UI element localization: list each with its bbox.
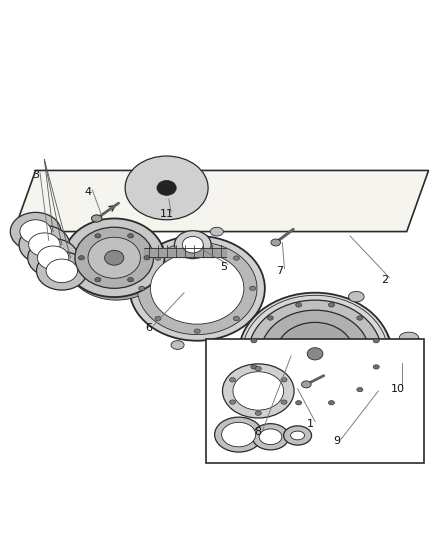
Ellipse shape	[255, 411, 261, 415]
Ellipse shape	[276, 322, 354, 385]
Text: 3: 3	[32, 170, 39, 180]
Ellipse shape	[223, 364, 294, 418]
Ellipse shape	[182, 236, 203, 253]
Ellipse shape	[127, 233, 134, 238]
Ellipse shape	[233, 317, 240, 321]
Ellipse shape	[284, 426, 311, 445]
Ellipse shape	[194, 244, 200, 248]
Ellipse shape	[307, 348, 323, 360]
Ellipse shape	[301, 381, 311, 388]
Ellipse shape	[11, 212, 61, 251]
Ellipse shape	[271, 239, 281, 246]
Ellipse shape	[19, 225, 70, 264]
Text: 1: 1	[307, 419, 314, 429]
Ellipse shape	[248, 300, 382, 408]
Ellipse shape	[250, 286, 256, 290]
Ellipse shape	[20, 220, 51, 244]
Ellipse shape	[127, 278, 134, 282]
Ellipse shape	[230, 377, 236, 382]
Ellipse shape	[349, 292, 364, 302]
Ellipse shape	[281, 400, 287, 404]
Ellipse shape	[357, 316, 363, 320]
Ellipse shape	[373, 338, 379, 343]
Ellipse shape	[174, 231, 211, 259]
Text: 8: 8	[255, 427, 262, 438]
Ellipse shape	[399, 332, 419, 343]
Ellipse shape	[255, 367, 261, 371]
Ellipse shape	[403, 343, 415, 369]
Ellipse shape	[92, 215, 102, 222]
Ellipse shape	[130, 236, 265, 341]
Ellipse shape	[298, 341, 332, 367]
Ellipse shape	[155, 256, 161, 260]
Ellipse shape	[155, 317, 161, 321]
Ellipse shape	[267, 387, 273, 392]
Ellipse shape	[215, 417, 263, 452]
Ellipse shape	[95, 278, 101, 282]
Ellipse shape	[150, 253, 244, 324]
Ellipse shape	[75, 227, 153, 288]
Bar	[206, 338, 424, 463]
Ellipse shape	[281, 377, 287, 382]
Ellipse shape	[144, 256, 150, 260]
Ellipse shape	[399, 369, 419, 380]
Text: 4: 4	[85, 187, 92, 197]
Ellipse shape	[296, 303, 302, 307]
Ellipse shape	[157, 181, 176, 195]
Ellipse shape	[105, 251, 124, 265]
Ellipse shape	[233, 256, 240, 260]
Bar	[399, 338, 419, 374]
Ellipse shape	[357, 387, 363, 392]
Polygon shape	[14, 171, 428, 231]
Text: 6: 6	[146, 322, 152, 333]
Ellipse shape	[36, 252, 87, 290]
Ellipse shape	[37, 246, 69, 270]
Text: 7: 7	[276, 266, 284, 276]
Ellipse shape	[373, 365, 379, 369]
Ellipse shape	[251, 338, 257, 343]
Ellipse shape	[222, 422, 256, 447]
Ellipse shape	[251, 365, 257, 369]
Ellipse shape	[261, 310, 370, 398]
Ellipse shape	[296, 401, 302, 405]
Ellipse shape	[290, 431, 304, 440]
Ellipse shape	[210, 227, 223, 236]
Ellipse shape	[46, 259, 78, 282]
Ellipse shape	[239, 293, 392, 415]
Ellipse shape	[376, 391, 394, 404]
Ellipse shape	[88, 237, 141, 278]
Ellipse shape	[171, 341, 184, 349]
Ellipse shape	[95, 233, 101, 238]
Ellipse shape	[92, 215, 102, 222]
Ellipse shape	[349, 406, 364, 416]
Ellipse shape	[241, 296, 394, 418]
Ellipse shape	[138, 242, 257, 335]
Ellipse shape	[28, 233, 60, 256]
Ellipse shape	[194, 329, 200, 333]
Text: 5: 5	[220, 262, 227, 271]
Ellipse shape	[78, 256, 85, 260]
Ellipse shape	[225, 349, 240, 359]
Text: 9: 9	[333, 436, 340, 446]
Ellipse shape	[259, 429, 282, 445]
Ellipse shape	[66, 222, 166, 300]
Ellipse shape	[267, 316, 273, 320]
Ellipse shape	[369, 386, 401, 409]
Ellipse shape	[139, 286, 145, 290]
Ellipse shape	[252, 424, 289, 450]
Ellipse shape	[328, 303, 335, 307]
Text: 10: 10	[391, 384, 405, 394]
Ellipse shape	[125, 156, 208, 220]
Ellipse shape	[64, 219, 164, 297]
Ellipse shape	[233, 372, 284, 410]
Ellipse shape	[28, 239, 78, 277]
Text: 11: 11	[159, 209, 173, 219]
Ellipse shape	[230, 400, 236, 404]
Ellipse shape	[328, 401, 335, 405]
Text: 2: 2	[381, 274, 389, 285]
